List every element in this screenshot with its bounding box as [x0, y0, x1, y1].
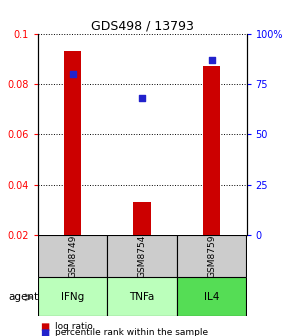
Text: percentile rank within the sample: percentile rank within the sample: [55, 328, 208, 336]
Text: GSM8759: GSM8759: [207, 235, 216, 278]
Text: IL4: IL4: [204, 292, 220, 301]
Bar: [177, 235, 246, 277]
Text: IFNg: IFNg: [61, 292, 84, 301]
Bar: [107, 277, 177, 316]
Title: GDS498 / 13793: GDS498 / 13793: [91, 19, 193, 33]
Text: agent: agent: [9, 292, 39, 302]
Bar: [64, 51, 81, 235]
Point: [70, 71, 75, 77]
Text: GSM8754: GSM8754: [137, 235, 147, 278]
Point: [209, 57, 214, 62]
Bar: [38, 277, 107, 316]
Text: log ratio: log ratio: [55, 322, 93, 331]
Text: GSM8749: GSM8749: [68, 235, 77, 278]
Bar: [38, 235, 107, 277]
Text: ■: ■: [41, 328, 50, 336]
Bar: [133, 202, 151, 235]
Bar: [107, 235, 177, 277]
Text: TNFa: TNFa: [129, 292, 155, 301]
Text: ■: ■: [41, 322, 50, 332]
Point: [140, 95, 144, 101]
Bar: [203, 67, 220, 235]
Bar: [177, 277, 246, 316]
